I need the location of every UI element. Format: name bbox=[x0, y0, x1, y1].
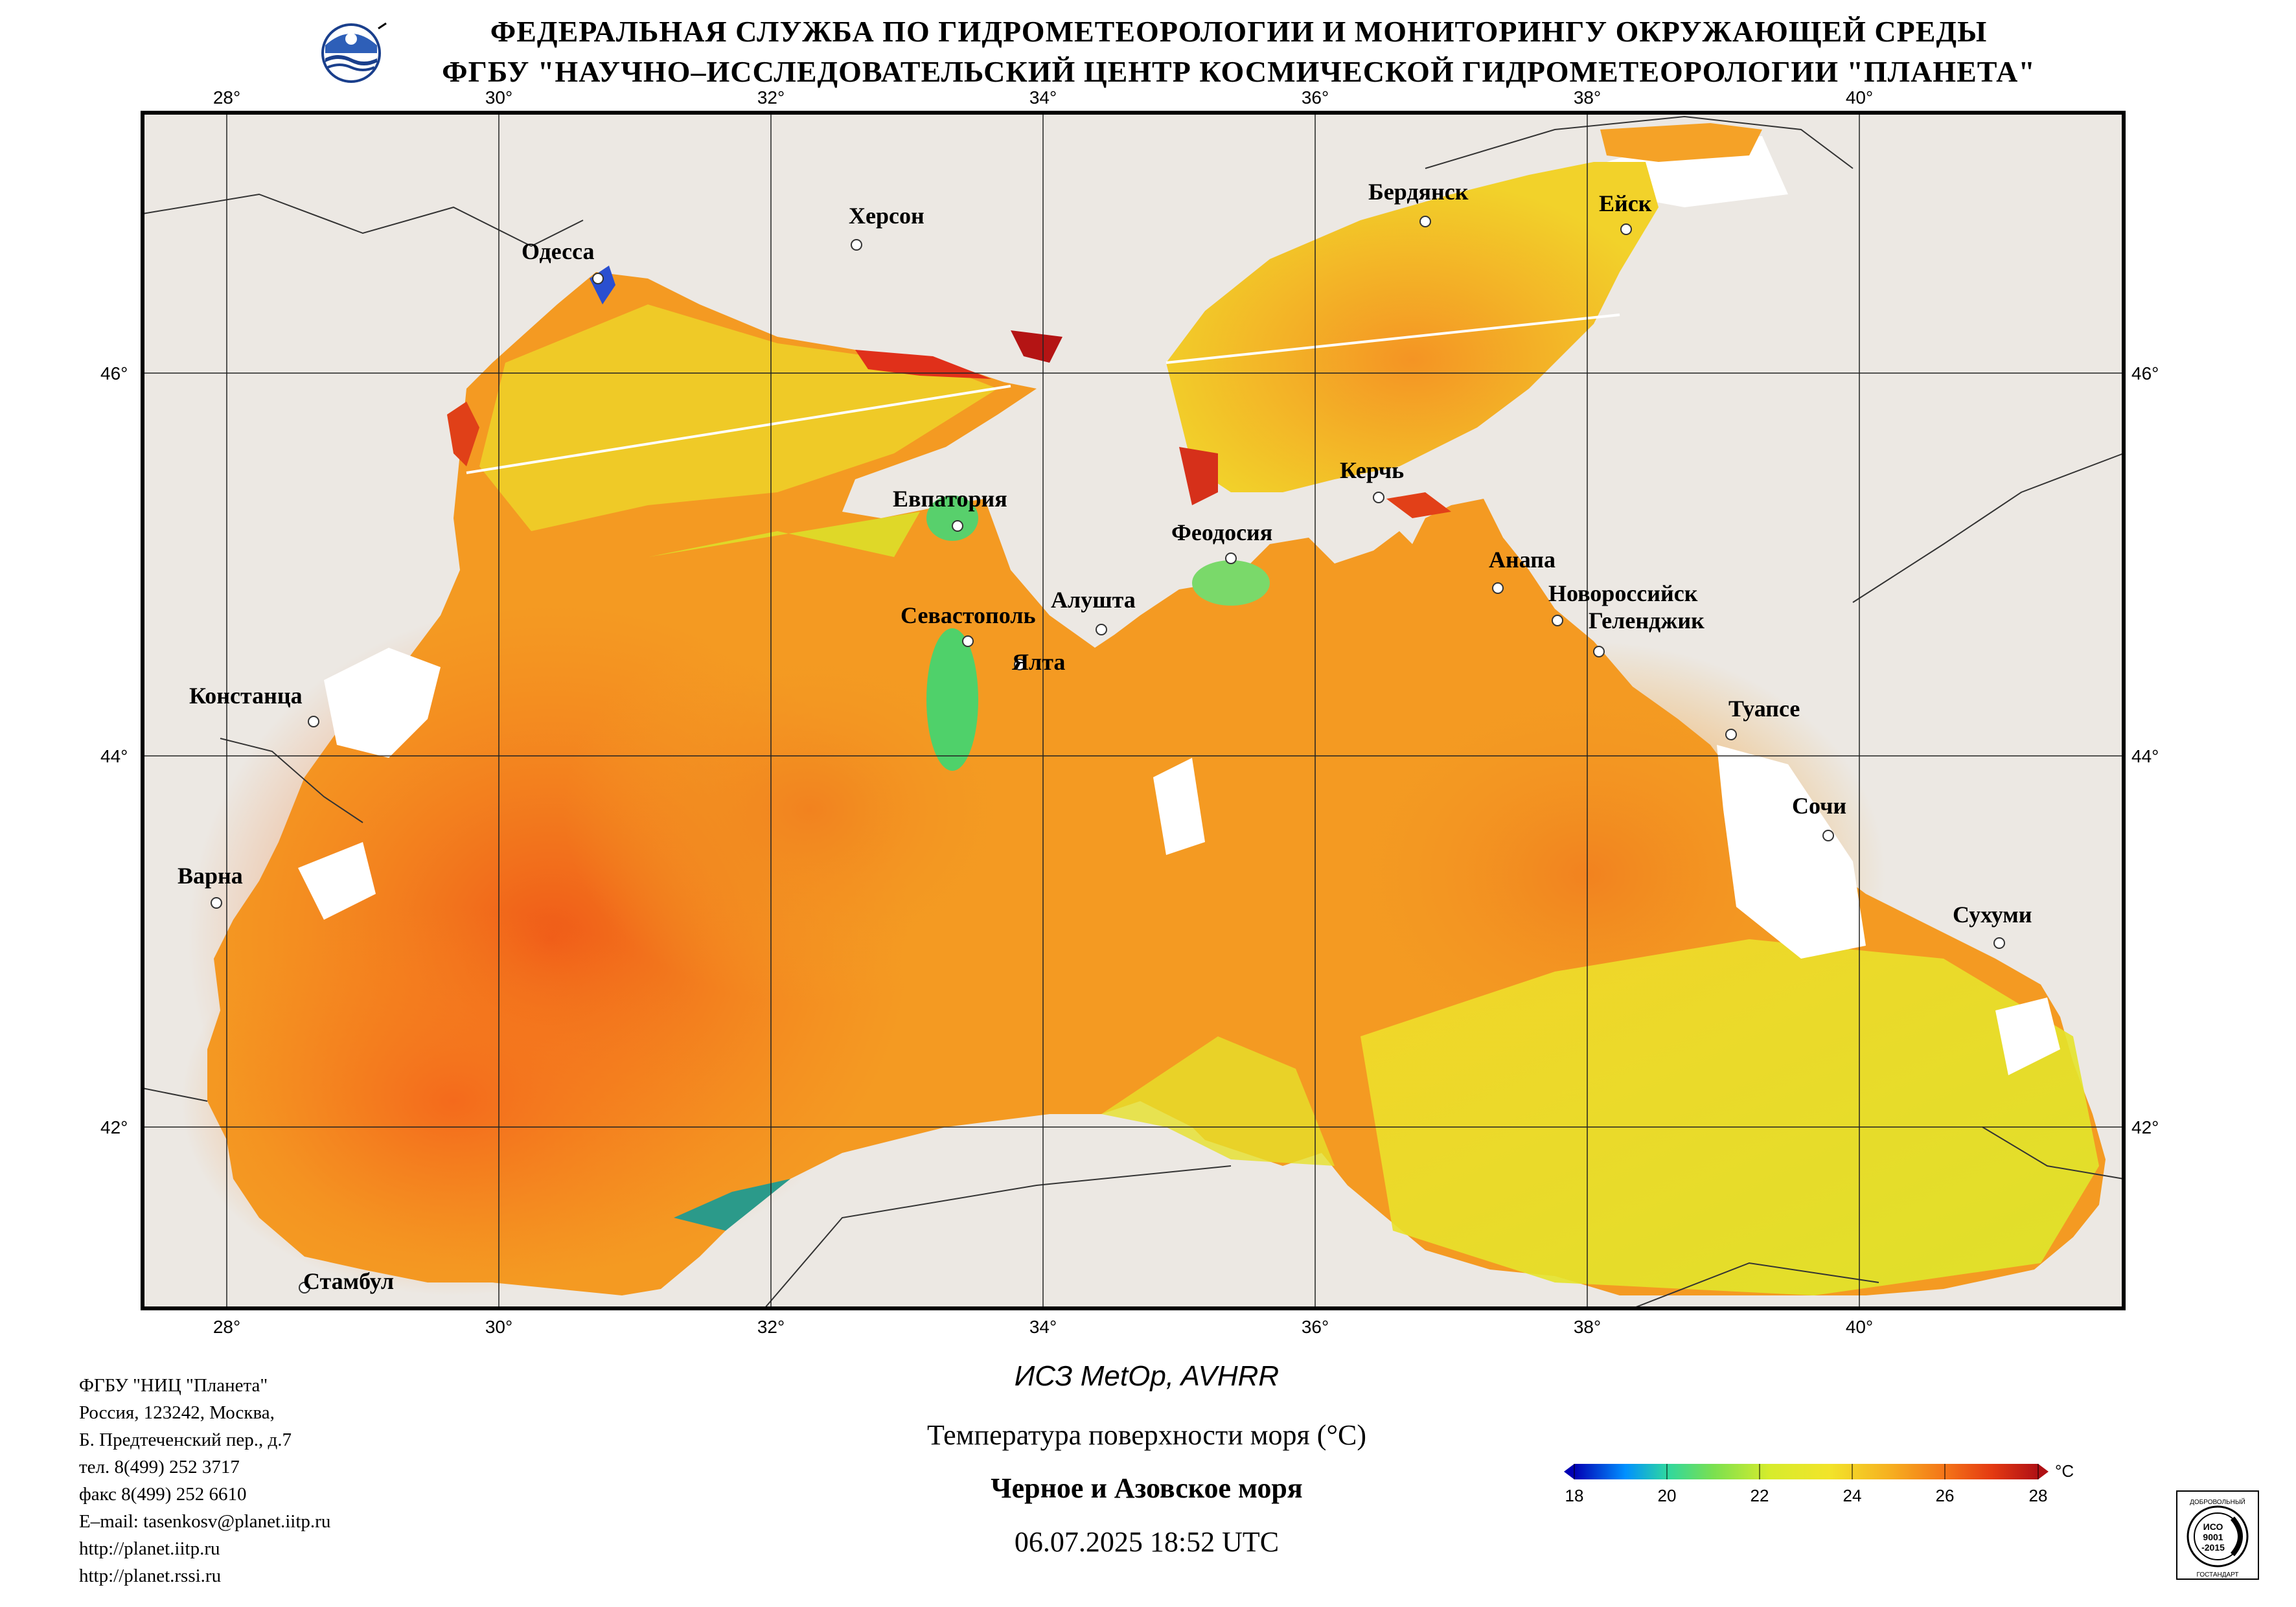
city-label: Анапа bbox=[1489, 547, 1556, 573]
cert-line3: -2015 bbox=[2201, 1542, 2225, 1553]
org-name: ФГБУ "НИЦ "Планета" bbox=[79, 1375, 268, 1396]
lon-label-bottom: 34° bbox=[1029, 1317, 1057, 1337]
city-label: Новороссийск bbox=[1548, 580, 1698, 606]
lat-label-left: 46° bbox=[100, 363, 128, 383]
city-label: Туапсе bbox=[1728, 696, 1800, 722]
cert-line1: ИСО bbox=[2203, 1522, 2223, 1532]
lon-label-top: 34° bbox=[1029, 87, 1057, 108]
city-label: Констанца bbox=[189, 683, 303, 709]
lon-label-bottom: 40° bbox=[1846, 1317, 1873, 1337]
city-label: Одесса bbox=[522, 238, 595, 264]
lon-label-top: 30° bbox=[485, 87, 512, 108]
cert-bottom-text: ГОСТАНДАРТ bbox=[2197, 1571, 2239, 1579]
org-address2: Б. Предтеченский пер., д.7 bbox=[79, 1430, 292, 1450]
org-fax: факс 8(499) 252 6610 bbox=[79, 1484, 247, 1505]
lon-label-bottom: 32° bbox=[757, 1317, 785, 1337]
city-label: Варна bbox=[178, 863, 243, 889]
sea-of-azov bbox=[1166, 162, 1659, 492]
org-phone: тел. 8(499) 252 3717 bbox=[79, 1457, 240, 1477]
city-label: Керчь bbox=[1340, 457, 1404, 483]
lon-label-bottom: 30° bbox=[485, 1317, 512, 1337]
lat-label-left: 42° bbox=[100, 1117, 128, 1137]
lat-label-left: 44° bbox=[100, 746, 128, 766]
city-label: Сочи bbox=[1792, 793, 1846, 819]
org-url2[interactable]: http://planet.rssi.ru bbox=[79, 1566, 222, 1586]
cert-top-text: ДОБРОВОЛЬНЫЙ bbox=[2190, 1498, 2245, 1506]
lon-label-top: 40° bbox=[1846, 87, 1873, 108]
temperature-colorbar: 18 20 22 24 26 28 °С bbox=[1564, 1461, 2074, 1505]
city-label: Севастополь bbox=[901, 602, 1036, 628]
lon-label-bottom: 28° bbox=[213, 1317, 240, 1337]
city-label: Херсон bbox=[849, 203, 924, 229]
header-title-line1: ФЕДЕРАЛЬНАЯ СЛУЖБА ПО ГИДРОМЕТЕОРОЛОГИИ … bbox=[490, 15, 1988, 48]
colorbar-tick: 28 bbox=[2029, 1486, 2048, 1505]
lon-label-top: 36° bbox=[1302, 87, 1329, 108]
city-label: Феодосия bbox=[1171, 519, 1272, 545]
lon-label-bottom: 36° bbox=[1302, 1317, 1329, 1337]
lat-label-right: 46° bbox=[2131, 363, 2159, 383]
cert-line2: 9001 bbox=[2203, 1532, 2223, 1542]
city-label: Геленджик bbox=[1589, 608, 1705, 633]
roshydromet-logo bbox=[321, 22, 387, 83]
lon-label-top: 38° bbox=[1574, 87, 1601, 108]
city-label: Бердянск bbox=[1368, 179, 1469, 205]
satellite-caption: ИСЗ MetOp, AVHRR bbox=[1014, 1360, 1280, 1392]
lat-label-right: 42° bbox=[2131, 1117, 2159, 1137]
colorbar-tick: 24 bbox=[1843, 1486, 1862, 1505]
city-label: Алушта bbox=[1051, 587, 1136, 613]
parameter-caption: Температура поверхности моря (°С) bbox=[926, 1419, 1367, 1451]
colorbar-tick: 18 bbox=[1565, 1486, 1584, 1505]
org-url1[interactable]: http://planet.iitp.ru bbox=[79, 1538, 220, 1559]
org-email[interactable]: E–mail: tasenkosv@planet.iitp.ru bbox=[79, 1511, 331, 1532]
lat-label-right: 44° bbox=[2131, 746, 2159, 766]
region-caption: Черное и Азовское моря bbox=[991, 1472, 1303, 1504]
colorbar-unit: °С bbox=[2055, 1461, 2074, 1481]
datetime-caption: 06.07.2025 18:52 UTC bbox=[1014, 1526, 1280, 1558]
org-address1: Россия, 123242, Москва, bbox=[79, 1402, 275, 1423]
lon-label-top: 32° bbox=[757, 87, 785, 108]
lon-label-bottom: 38° bbox=[1574, 1317, 1601, 1337]
lon-label-top: 28° bbox=[213, 87, 240, 108]
city-label: Ялта bbox=[1012, 649, 1065, 675]
colorbar-tick: 20 bbox=[1658, 1486, 1677, 1505]
city-label: Сухуми bbox=[1953, 902, 2032, 928]
city-label: Евпатория bbox=[893, 486, 1007, 512]
colorbar-tick: 22 bbox=[1751, 1486, 1769, 1505]
header-title-line2: ФГБУ "НАУЧНО–ИССЛЕДОВАТЕЛЬСКИЙ ЦЕНТР КОС… bbox=[442, 55, 2036, 88]
iso-certificate-badge: ДОБРОВОЛЬНЫЙ ИСО 9001 -2015 ГОСТАНДАРТ bbox=[2176, 1490, 2259, 1580]
city-label: Ейск bbox=[1599, 190, 1652, 216]
organization-contacts: ФГБУ "НИЦ "Планета" Россия, 123242, Моск… bbox=[79, 1372, 330, 1590]
colorbar-tick: 26 bbox=[1936, 1486, 1955, 1505]
sea-surface-temperature-map: 28° 30° 32° 34° 36° 38° 40° 28° 30° 32° … bbox=[100, 87, 2159, 1337]
city-label: Стамбул bbox=[303, 1268, 394, 1294]
